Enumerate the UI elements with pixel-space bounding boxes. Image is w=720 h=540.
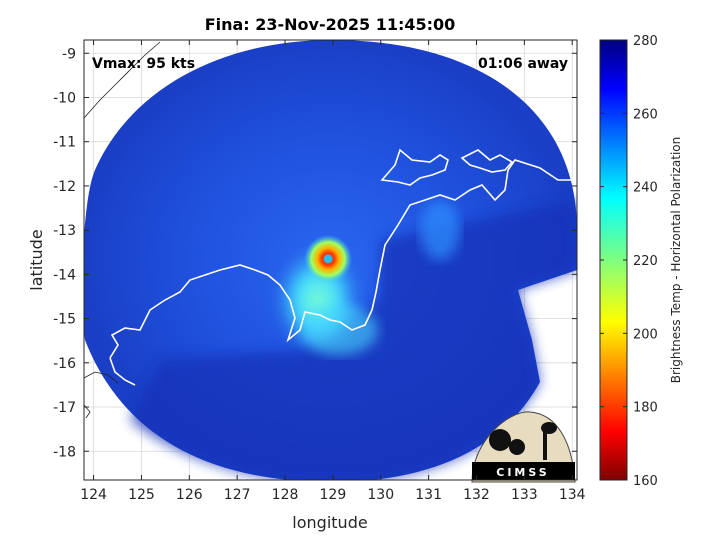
y-tick-label: -9	[62, 46, 76, 62]
x-tick-label: 130	[367, 487, 394, 503]
brightness-field	[84, 40, 577, 480]
x-tick-label: 131	[415, 487, 442, 503]
y-tick-label: -10	[53, 90, 76, 106]
y-tick-label: -18	[53, 444, 76, 460]
y-tick-label: -17	[53, 400, 76, 416]
x-tick-label: 129	[320, 487, 347, 503]
cimss-logo: CIMSS	[471, 411, 576, 483]
time-away-annotation: 01:06 away	[478, 56, 568, 72]
y-axis: -9 -10 -11 -12 -13 -14 -15 -16 -17 -18	[53, 46, 577, 460]
y-tick-label: -15	[53, 312, 76, 328]
land-outline-nw	[84, 41, 161, 119]
x-tick-label: 132	[463, 487, 490, 503]
rain-band-south	[302, 305, 378, 355]
colorbar-label: Brightness Temp - Horizontal Polarizatio…	[669, 137, 683, 384]
y-tick-label: -13	[53, 223, 76, 239]
colorbar-tick-label: 240	[633, 181, 658, 196]
band-east	[420, 200, 460, 260]
chart-title: Fina: 23-Nov-2025 11:45:00	[205, 15, 456, 34]
colorbar-tick-label: 160	[633, 474, 658, 489]
x-tick-label: 133	[511, 487, 538, 503]
colorbar-tick-label: 280	[633, 34, 658, 49]
x-tick-label: 126	[176, 487, 203, 503]
axes-box	[83, 39, 578, 481]
x-tick-label: 128	[272, 487, 299, 503]
y-tick-label: -14	[53, 267, 76, 283]
x-tick-label: 124	[80, 487, 107, 503]
colorbar	[599, 39, 628, 481]
vmax-annotation: Vmax: 95 kts	[92, 56, 195, 72]
coastlines	[84, 41, 577, 419]
y-tick-label: -16	[53, 356, 76, 372]
x-axis: 124 125 126 127 128 129 130 131 132 133 134	[80, 40, 586, 503]
y-axis-label: latitude	[27, 229, 46, 290]
y-tick-label: -11	[53, 135, 76, 151]
logo-text: CIMSS	[496, 466, 549, 479]
colorbar-tick-label: 200	[633, 327, 658, 342]
colorbar-tick-label: 180	[633, 401, 658, 416]
colorbar-ticks: 160 180 200 220 240 260 280	[600, 34, 658, 489]
colorbar-tick-label: 220	[633, 254, 658, 269]
x-tick-label: 134	[559, 487, 586, 503]
storm-eye	[324, 254, 333, 263]
coastline-main	[109, 159, 577, 359]
coastline-island	[460, 149, 514, 173]
coastline-west	[109, 357, 136, 386]
coastline-north	[380, 148, 449, 186]
colorbar-tick-label: 260	[633, 107, 658, 122]
x-axis-label: longitude	[292, 513, 367, 532]
y-tick-label: -12	[53, 179, 76, 195]
x-tick-label: 127	[224, 487, 251, 503]
x-tick-label: 125	[128, 487, 155, 503]
